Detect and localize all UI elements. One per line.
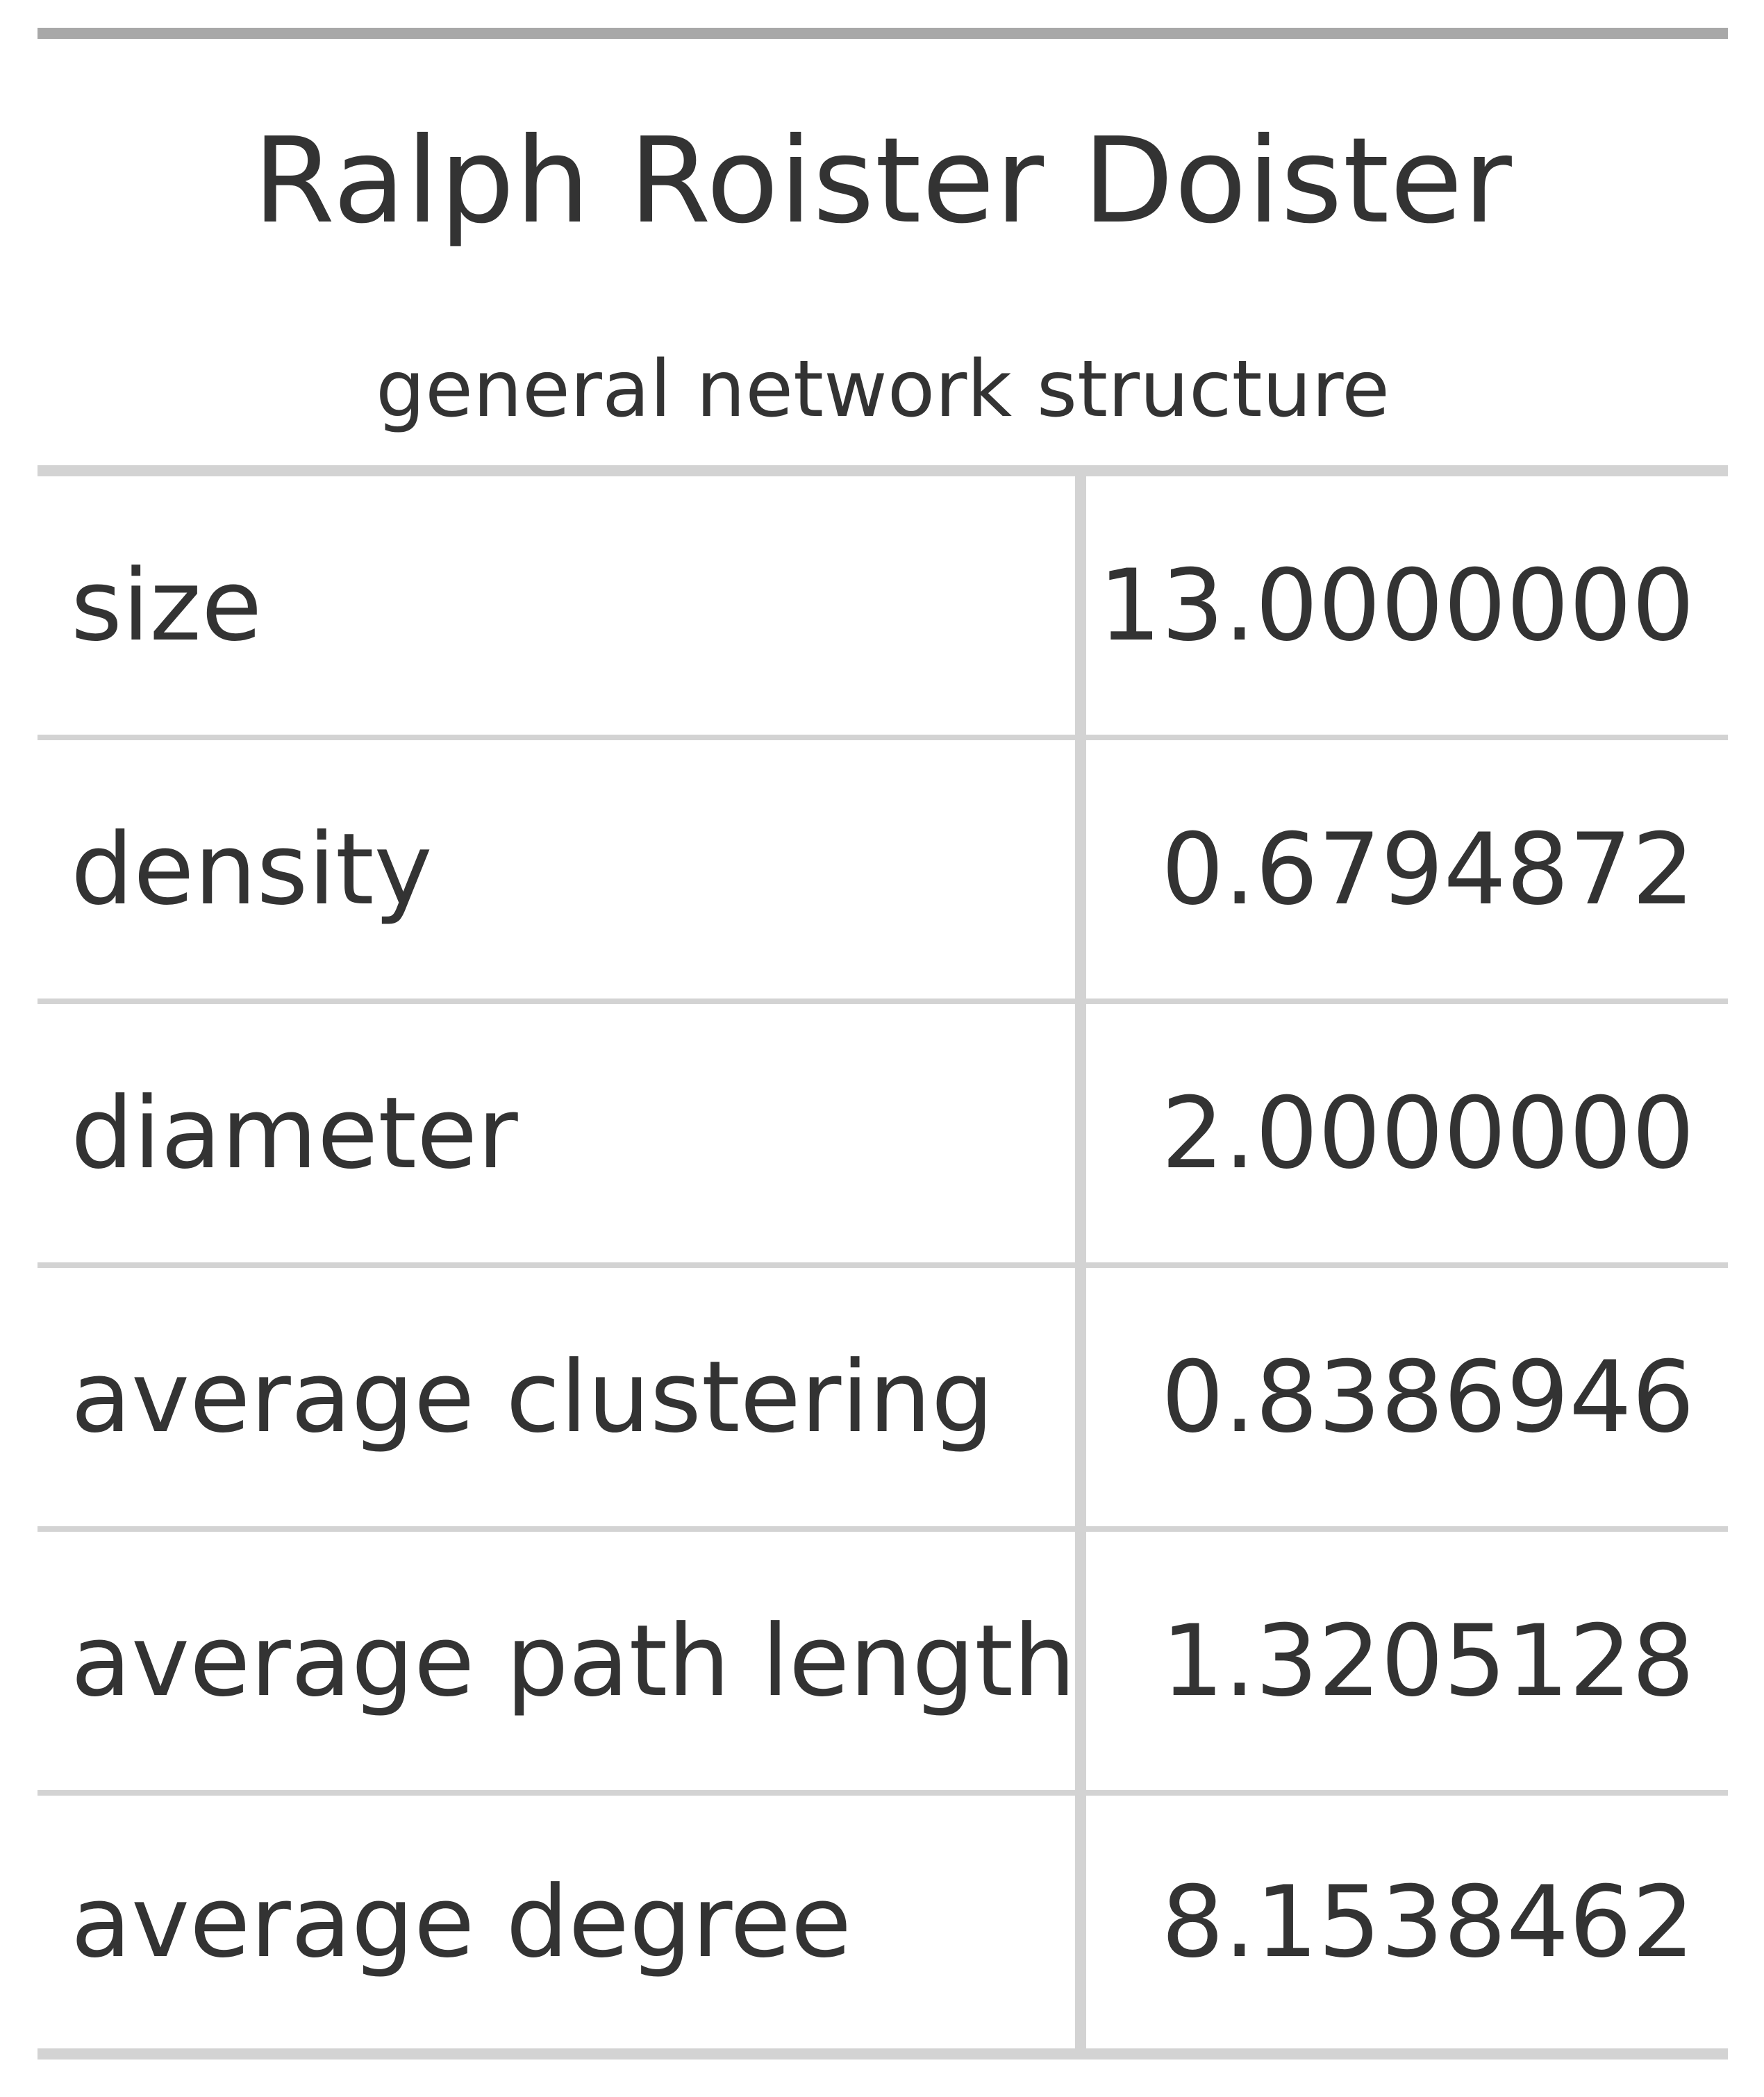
- row-value: 8.1538462: [1161, 1864, 1695, 1980]
- row-value: 0.8386946: [1161, 1339, 1695, 1455]
- table-row: size 13.0000000: [38, 476, 1728, 740]
- table-row: density 0.6794872: [38, 740, 1728, 1004]
- row-value: 1.3205128: [1161, 1603, 1695, 1719]
- table-header: Ralph Roister Doister general network st…: [38, 39, 1728, 476]
- row-label: average clustering: [38, 1268, 1086, 1526]
- table-subtitle: general network structure: [376, 344, 1390, 435]
- table-row: average degree 8.1538462: [38, 1796, 1728, 2060]
- table-row: average clustering 0.8386946: [38, 1268, 1728, 1532]
- network-stats-table: Ralph Roister Doister general network st…: [38, 28, 1728, 2060]
- table-row: average path length 1.3205128: [38, 1532, 1728, 1796]
- row-label: size: [38, 476, 1086, 735]
- row-value: 2.0000000: [1161, 1076, 1695, 1191]
- row-label: average degree: [38, 1796, 1086, 2048]
- table-row: diameter 2.0000000: [38, 1004, 1728, 1268]
- row-label: diameter: [38, 1004, 1086, 1262]
- table-title: Ralph Roister Doister: [253, 112, 1513, 250]
- row-label: average path length: [38, 1532, 1086, 1790]
- row-value: 13.0000000: [1098, 548, 1695, 663]
- row-label: density: [38, 740, 1086, 999]
- row-value: 0.6794872: [1161, 812, 1695, 927]
- table-body: size 13.0000000 density 0.6794872 diamet…: [38, 476, 1728, 2060]
- top-rule: [38, 28, 1728, 39]
